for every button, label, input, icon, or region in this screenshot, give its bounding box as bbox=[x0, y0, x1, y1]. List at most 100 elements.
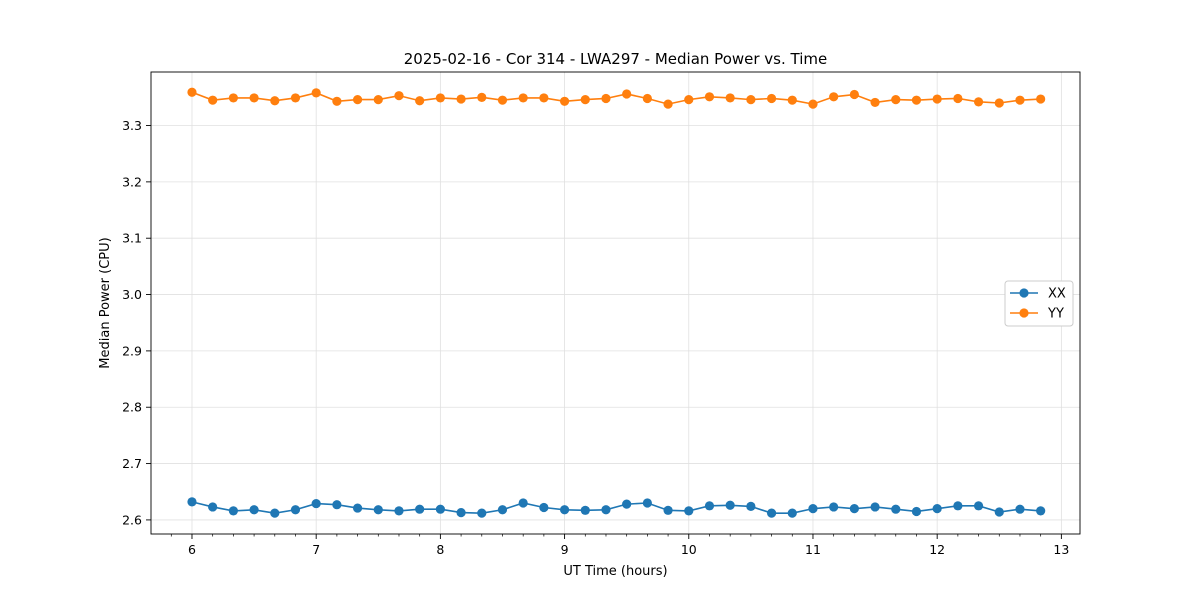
data-point-yy bbox=[456, 94, 466, 104]
series-xx bbox=[187, 497, 1046, 518]
data-point-xx bbox=[352, 503, 363, 513]
data-point-xx bbox=[891, 504, 901, 514]
chart-title: 2025-02-16 - Cor 314 - LWA297 - Median P… bbox=[404, 50, 828, 68]
data-point-yy bbox=[373, 95, 383, 105]
data-point-xx bbox=[642, 498, 652, 508]
data-point-xx bbox=[518, 498, 528, 508]
x-tick-label: 11 bbox=[805, 542, 821, 557]
data-point-yy bbox=[580, 95, 590, 105]
data-point-yy bbox=[891, 95, 901, 105]
data-point-yy bbox=[994, 98, 1004, 108]
y-tick-label: 2.9 bbox=[122, 343, 142, 358]
data-point-xx bbox=[932, 504, 942, 514]
y-tick-label: 3.0 bbox=[122, 287, 142, 302]
data-point-yy bbox=[497, 95, 508, 105]
y-tick-label: 3.2 bbox=[122, 174, 142, 189]
data-point-xx bbox=[373, 505, 383, 515]
data-point-xx bbox=[477, 508, 487, 518]
data-point-yy bbox=[249, 93, 259, 103]
y-tick-label: 2.6 bbox=[122, 512, 142, 527]
data-point-xx bbox=[1015, 504, 1025, 514]
data-point-xx bbox=[994, 507, 1004, 517]
data-point-yy bbox=[787, 95, 797, 105]
y-tick-label: 3.1 bbox=[122, 231, 142, 246]
x-tick-label: 10 bbox=[681, 542, 697, 557]
data-point-yy bbox=[518, 93, 528, 103]
series-layer bbox=[187, 87, 1046, 518]
data-point-yy bbox=[394, 91, 404, 101]
data-point-yy bbox=[601, 93, 611, 104]
data-point-yy bbox=[559, 96, 570, 106]
data-point-xx bbox=[332, 500, 342, 510]
data-point-yy bbox=[187, 87, 197, 97]
data-point-yy bbox=[953, 93, 963, 104]
data-point-xx bbox=[663, 505, 673, 515]
data-point-yy bbox=[870, 97, 880, 108]
data-point-xx bbox=[208, 502, 218, 512]
data-point-yy bbox=[435, 93, 445, 103]
data-point-xx bbox=[394, 506, 404, 516]
data-point-yy bbox=[1036, 94, 1046, 104]
data-point-yy bbox=[477, 92, 487, 102]
data-point-xx bbox=[622, 499, 632, 509]
data-point-xx bbox=[559, 505, 570, 515]
data-point-xx bbox=[456, 507, 466, 518]
data-point-xx bbox=[601, 505, 611, 515]
x-tick-label: 13 bbox=[1053, 542, 1069, 557]
data-point-xx bbox=[829, 502, 839, 512]
x-tick-label: 8 bbox=[436, 542, 444, 557]
series-yy bbox=[187, 87, 1046, 109]
plot-frame bbox=[150, 71, 1081, 535]
grid bbox=[151, 72, 1080, 534]
legend-marker-xx bbox=[1019, 288, 1029, 298]
legend: XX YY bbox=[1004, 280, 1074, 327]
data-point-yy bbox=[808, 99, 818, 109]
x-tick-label: 12 bbox=[929, 542, 945, 557]
data-point-xx bbox=[787, 508, 797, 518]
data-point-yy bbox=[642, 93, 652, 104]
data-point-yy bbox=[932, 94, 942, 104]
data-point-xx bbox=[746, 501, 756, 511]
data-point-yy bbox=[829, 92, 839, 102]
legend-label-xx: XX bbox=[1048, 287, 1066, 302]
data-point-yy bbox=[911, 95, 922, 105]
data-point-xx bbox=[953, 501, 963, 511]
data-point-yy bbox=[704, 92, 715, 102]
data-point-yy bbox=[663, 99, 673, 109]
data-point-xx bbox=[684, 506, 694, 516]
data-point-yy bbox=[622, 89, 632, 99]
legend-marker-yy bbox=[1019, 308, 1029, 318]
legend-label-yy: YY bbox=[1047, 307, 1064, 322]
y-tick-label: 2.7 bbox=[122, 456, 142, 471]
y-tick-label: 3.3 bbox=[122, 118, 142, 133]
x-tick-label: 6 bbox=[188, 542, 196, 557]
data-point-xx bbox=[187, 497, 197, 507]
data-point-yy bbox=[539, 93, 549, 103]
data-point-yy bbox=[766, 93, 777, 104]
data-point-yy bbox=[1015, 95, 1025, 105]
x-tick-label: 9 bbox=[561, 542, 569, 557]
data-point-xx bbox=[870, 502, 880, 512]
data-point-yy bbox=[228, 93, 238, 103]
data-point-xx bbox=[415, 504, 425, 514]
data-point-yy bbox=[746, 95, 756, 105]
data-point-yy bbox=[208, 95, 218, 105]
axis-ticks: 6 7 8 9 10 11 12 13 2.6 2.7 2.8 2.9 3.0 3.1 3.2 3.3 bbox=[122, 118, 1069, 557]
data-point-xx bbox=[311, 498, 321, 509]
data-point-xx bbox=[435, 504, 445, 514]
data-point-yy bbox=[415, 96, 425, 106]
data-point-yy bbox=[973, 97, 984, 107]
data-point-xx bbox=[973, 501, 984, 511]
x-tick-label: 7 bbox=[312, 542, 320, 557]
data-point-xx bbox=[228, 506, 238, 516]
data-point-yy bbox=[725, 93, 735, 103]
data-point-xx bbox=[270, 508, 280, 518]
x-axis-label: UT Time (hours) bbox=[563, 564, 667, 579]
data-point-xx bbox=[911, 506, 922, 517]
data-point-xx bbox=[580, 505, 590, 515]
data-point-yy bbox=[270, 96, 280, 106]
data-point-xx bbox=[808, 504, 818, 514]
data-point-yy bbox=[849, 89, 859, 100]
y-axis-label: Median Power (CPU) bbox=[98, 237, 113, 368]
